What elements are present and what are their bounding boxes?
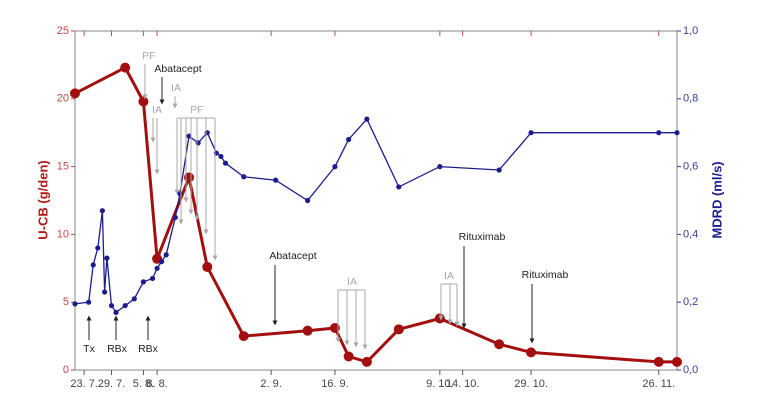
x-tick-label: 9. 10. <box>426 378 454 390</box>
point <box>204 130 210 136</box>
y2-axis-label: MDRD (ml/s) <box>709 161 724 238</box>
annotation-label: RBx <box>107 343 128 355</box>
point <box>86 299 92 305</box>
point <box>434 313 445 324</box>
y-tick-label: 15 <box>57 161 69 173</box>
point <box>396 184 402 190</box>
point <box>364 116 370 122</box>
point <box>361 356 372 367</box>
y-tick-label: 10 <box>57 228 69 240</box>
x-tick-label: 14. 10. <box>446 378 480 390</box>
point <box>159 258 165 265</box>
point <box>343 351 354 362</box>
point <box>184 172 195 183</box>
point <box>346 136 352 143</box>
point <box>222 160 229 166</box>
point <box>149 275 156 282</box>
annotation-label: Tx <box>83 343 95 355</box>
point <box>674 130 680 136</box>
point <box>138 96 149 107</box>
point <box>99 208 105 214</box>
point <box>496 167 502 173</box>
point <box>140 279 147 285</box>
annotation-label: Rituximab <box>459 231 506 243</box>
y-axis-label: U-CB (g/den) <box>35 160 50 239</box>
y2-tick-label: 0,4 <box>683 228 698 240</box>
annotation-label: IA <box>444 270 454 282</box>
point <box>122 302 128 309</box>
point <box>120 62 131 73</box>
y2-tick-label: 0,6 <box>683 161 698 173</box>
point <box>177 191 183 197</box>
point <box>494 339 505 350</box>
point <box>304 197 311 204</box>
point <box>653 356 664 367</box>
point <box>218 153 224 160</box>
x-tick-label: 23. 7. <box>70 378 98 390</box>
point <box>273 177 279 183</box>
y-tick-label: 0 <box>63 364 69 376</box>
point <box>186 133 192 139</box>
y-tick-label: 20 <box>57 93 69 105</box>
point <box>102 289 108 295</box>
point <box>108 302 115 309</box>
x-tick-label: 29. 10. <box>514 378 548 390</box>
point <box>656 130 662 136</box>
point <box>526 347 537 358</box>
point <box>302 325 313 336</box>
point <box>90 262 96 268</box>
point <box>95 245 101 251</box>
annotation-label: RBx <box>138 343 159 355</box>
point <box>104 255 110 261</box>
y2-tick-label: 0,0 <box>683 364 698 376</box>
annotation-label: IA <box>347 276 357 288</box>
point <box>163 252 169 258</box>
plot-frame <box>74 30 678 371</box>
point <box>113 309 119 315</box>
point <box>70 88 80 99</box>
point <box>437 164 443 170</box>
x-tick-label: 5. 8. <box>133 378 154 390</box>
y2-tick-label: 0,8 <box>683 93 698 105</box>
annotation-label: PF <box>190 104 203 116</box>
point <box>238 331 249 342</box>
point <box>195 140 201 146</box>
point <box>393 324 404 335</box>
point <box>131 296 137 302</box>
x-tick-label: 16. 9. <box>321 378 349 390</box>
point <box>202 261 213 272</box>
x-tick-label: 26. 11. <box>642 378 675 390</box>
series-line <box>74 117 677 314</box>
annotation-label: IA <box>171 82 181 94</box>
y2-tick-label: 1,0 <box>683 25 698 37</box>
x-tick-label: 8. 8. <box>146 378 167 390</box>
annotation-label: PF <box>142 50 155 62</box>
point <box>672 356 682 367</box>
annotation-label: IA <box>152 104 162 116</box>
point <box>329 322 340 333</box>
point <box>172 214 178 221</box>
series-line <box>74 65 677 364</box>
annotation-label: Abatacept <box>269 250 316 262</box>
point <box>332 164 338 170</box>
x-tick-label: 2. 9. <box>260 378 281 390</box>
y-tick-label: 25 <box>57 25 69 37</box>
annotation-label: Abatacept <box>154 63 201 75</box>
point <box>241 174 247 180</box>
x-tick-label: 29. 7. <box>98 378 126 390</box>
point <box>528 130 534 136</box>
point <box>154 265 160 271</box>
point <box>72 301 78 307</box>
y2-tick-label: 0,2 <box>683 296 698 308</box>
y-tick-label: 5 <box>63 296 69 308</box>
annotation-label: Rituximab <box>522 269 569 281</box>
